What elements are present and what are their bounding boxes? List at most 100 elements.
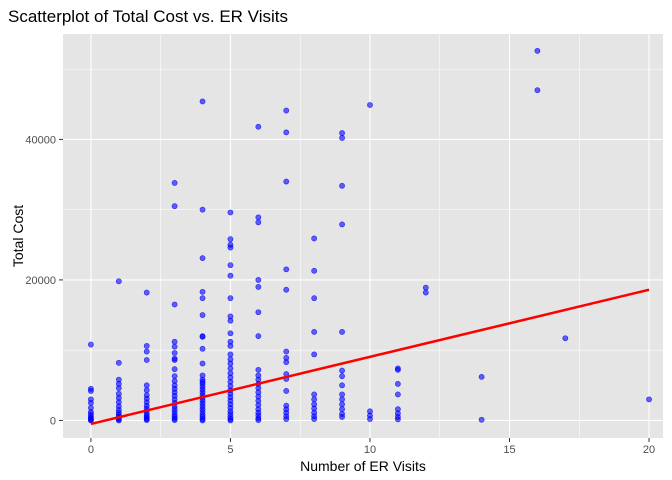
data-point [199,312,206,318]
data-point [199,255,206,262]
data-point [227,236,234,243]
data-point [227,317,234,324]
x-axis-ticks: 0 5 10 15 20 [88,438,655,456]
data-point [171,180,178,186]
data-point [283,286,290,293]
data-point [422,289,429,296]
data-point [339,414,345,420]
x-tick-label: 10 [364,444,376,456]
data-point [143,357,150,363]
data-point [255,277,262,283]
data-point [88,341,94,348]
data-point [255,309,262,316]
data-point [171,417,178,423]
data-point [115,359,122,366]
data-point [367,102,373,108]
data-point [227,351,234,358]
data-point [339,329,345,335]
data-point [88,388,94,394]
data-point [171,343,178,350]
data-point [143,289,150,296]
data-point [339,391,345,398]
data-point [311,391,318,398]
x-tick-label: 20 [643,444,655,456]
data-point [255,366,262,373]
data-point [227,360,234,367]
x-tick-label: 15 [503,444,515,456]
data-point [143,348,150,355]
data-point [646,396,652,403]
data-point [339,373,345,380]
data-point [339,367,345,374]
data-point [171,373,178,380]
y-tick-label: 40000 [25,134,56,146]
data-point [199,98,206,105]
trend-line [90,288,650,426]
data-point [311,267,318,274]
data-point [283,107,290,114]
data-point [339,382,345,389]
data-point [171,301,178,308]
data-point [339,221,345,228]
data-point [227,417,234,424]
data-point [255,284,262,290]
data-point [199,295,206,302]
x-tick-label: 0 [88,444,94,456]
data-point [227,209,234,216]
data-point [339,406,345,413]
data-point [394,416,401,423]
y-tick-label: 0 [50,415,56,427]
data-point [339,135,345,141]
data-point [171,350,178,356]
y-axis-label: Total Cost [10,205,26,267]
data-point [227,365,234,372]
data-point [283,129,290,136]
data-point [227,272,234,279]
data-point [478,373,485,380]
grid-minor [63,34,663,438]
data-point [339,401,345,408]
data-point [339,182,345,189]
data-point [534,47,541,54]
data-point [311,329,318,335]
data-point [115,278,122,285]
data-point [171,338,178,345]
data-point [311,396,318,403]
x-axis-label: Number of ER Visits [300,458,426,474]
data-point [143,382,150,389]
data-point [283,359,290,366]
data-point [171,203,178,210]
data-point [227,343,234,349]
data-point [255,123,262,130]
data-point [311,295,318,302]
data-point [283,266,290,273]
data-point [255,219,262,226]
data-point [227,330,234,337]
chart-title: Scatterplot of Total Cost vs. ER Visits [8,7,288,26]
data-point [311,351,318,358]
data-point [171,357,178,363]
data-point [394,366,401,373]
data-point [199,345,206,352]
data-point [534,87,541,94]
data-point [255,333,262,340]
data-point [88,399,94,406]
data-point [283,388,290,394]
data-point [422,284,429,291]
y-tick-label: 20000 [25,275,56,287]
data-point [199,360,206,367]
data-point [199,417,206,424]
plot-panel [63,34,663,438]
data-point [227,244,234,251]
data-point [255,214,262,221]
data-point [394,380,401,387]
data-point [115,385,122,392]
data-point [199,206,206,213]
data-point [199,288,206,295]
data-point [283,416,290,422]
data-point [562,335,569,342]
data-point [311,416,318,422]
data-point [311,235,318,242]
data-point [143,343,150,349]
